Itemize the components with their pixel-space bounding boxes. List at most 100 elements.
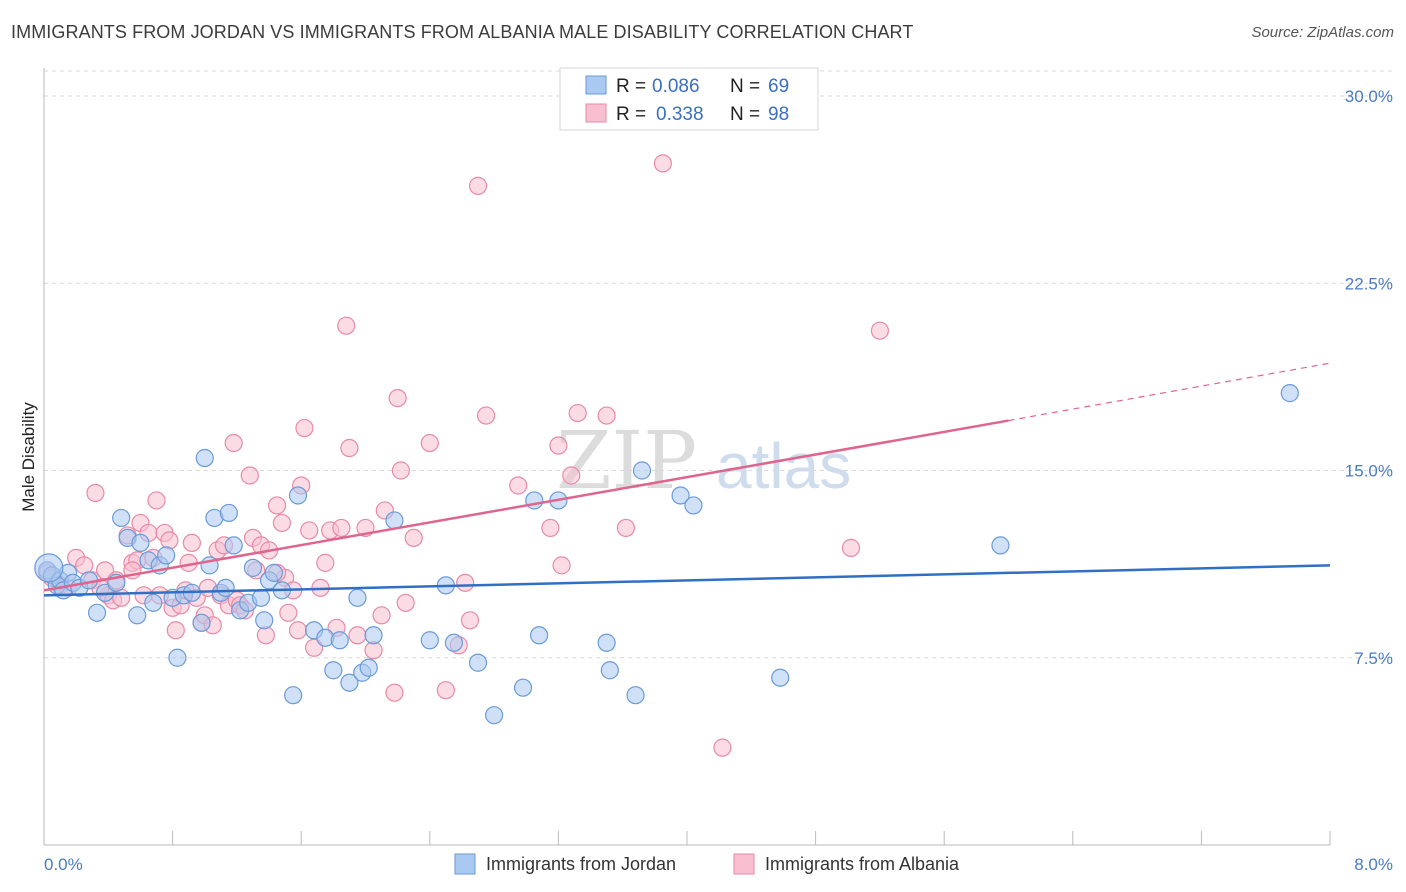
legend-albania-label: Immigrants from Albania [765,854,960,874]
jordan-point [626,686,645,705]
y-tick-label: 22.5% [1345,274,1393,293]
jordan-point [255,611,274,630]
y-tick-labels: 7.5% 15.0% 22.5% 30.0% [1345,87,1393,668]
jordan-point [468,653,488,672]
jordan-point [597,633,616,652]
albania-point [224,433,243,453]
jordan-swatch [585,75,607,95]
albania-point [568,403,587,423]
albania-point [166,621,185,640]
jordan-point [330,631,349,650]
albania-point [404,528,423,548]
jordan-point [348,588,367,607]
albania-point [295,418,314,438]
albania-point [316,553,335,572]
jordan-point [284,686,303,705]
jordan-point [216,578,235,597]
jordan-point [444,633,464,652]
jordan-point [1280,384,1299,403]
albania-point [385,683,404,702]
albania-point [300,521,319,540]
albania-r-value: 0.338 [656,104,704,125]
jordan-point [131,533,150,553]
albania-point [870,321,890,340]
series-legend: Immigrants from Jordan Immigrants from A… [454,853,960,875]
jordan-point [144,593,163,612]
albania-r-label: R = [616,104,646,125]
jordan-point [364,626,383,645]
albania-n-label: N = [730,104,760,125]
source-label: Source: ZipAtlas.com [1251,24,1394,41]
jordan-point [684,496,703,515]
jordan-point [219,503,238,523]
albania-point [460,611,480,630]
jordan-point [632,461,652,480]
albania-point [75,556,94,575]
albania-point [420,433,439,453]
jordan-point [340,673,359,692]
jordan-point [34,553,64,583]
albania-point [182,533,201,553]
albania-point [288,621,308,640]
y-tick-label: 15.0% [1345,462,1393,481]
jordan-point [224,536,243,555]
jordan-point [771,668,790,687]
jordan-point [991,536,1010,555]
jordan-point [243,558,263,577]
jordan-point [87,603,107,622]
albania-point [713,738,732,757]
chart-title: IMMIGRANTS FROM JORDAN VS IMMIGRANTS FRO… [11,22,914,42]
albania-point [562,466,581,485]
albania-point [267,496,287,515]
jordan-r-label: R = [616,76,646,97]
jordan-point [128,606,147,625]
albania-point [841,538,861,557]
jordan-point [195,448,214,468]
albania-point [388,388,407,408]
y-tick-label: 7.5% [1354,649,1393,668]
albania-point [337,316,356,335]
jordan-point [192,613,211,632]
albania-point [332,518,351,538]
legend-jordan-swatch [454,853,476,875]
albania-point [653,154,672,173]
albania-point [279,603,298,622]
jordan-point [600,661,619,680]
albania-swatch [585,103,607,123]
jordan-point [525,491,544,510]
albania-point [436,681,455,700]
albania-point [597,406,616,425]
y-tick-label: 30.0% [1345,87,1393,106]
albania-point [552,556,571,575]
albania-point [272,513,292,533]
legend-albania-swatch [733,853,755,875]
albania-point [616,518,636,538]
albania-point [468,176,488,195]
albania-point [476,406,496,425]
albania-point [112,588,131,607]
albania-point [541,518,560,538]
albania-point [509,476,528,495]
y-axis-title: Male Disability [19,402,38,512]
albania-n-value: 98 [768,104,789,125]
albania-trend-line [43,419,1009,592]
albania-point [348,626,367,645]
jordan-point [251,588,271,607]
jordan-point [168,648,187,667]
albania-point [147,491,166,510]
jordan-r-value: 0.086 [652,76,700,97]
jordan-n-label: N = [730,76,760,97]
jordan-point [513,678,533,697]
x-ticks [43,831,1331,845]
jordan-trend-line [43,564,1331,597]
stats-legend: R = 0.086 N = 69 R = 0.338 N = 98 [559,67,819,131]
albania-point [549,436,568,455]
x-tick-label-max: 8.0% [1354,855,1393,874]
albania-point [456,573,475,592]
jordan-point [264,563,283,582]
jordan-n-value: 69 [768,76,789,97]
albania-point [256,626,275,645]
albania-point [396,593,415,612]
jordan-point [420,631,439,650]
